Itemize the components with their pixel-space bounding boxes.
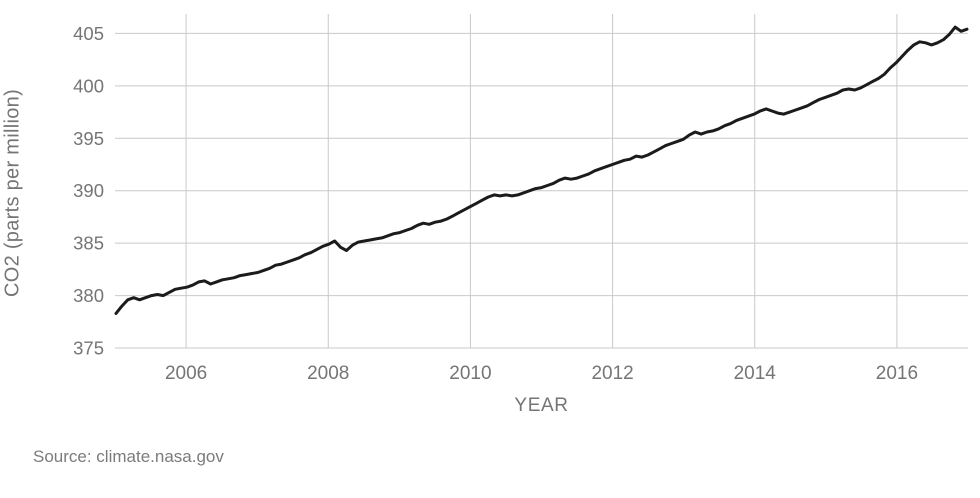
co2-trend-line	[114, 25, 969, 315]
y-tick-label: 400	[73, 75, 104, 96]
x-tick-label: 2006	[165, 363, 207, 384]
x-axis-title: YEAR	[514, 395, 569, 416]
x-tick-label: 2008	[307, 363, 349, 384]
x-tick-label: 2012	[591, 363, 633, 384]
y-tick-label: 375	[73, 338, 104, 359]
y-tick-label: 380	[73, 285, 104, 306]
x-tick-label: 2014	[734, 363, 777, 384]
source-caption: Source: climate.nasa.gov	[33, 447, 224, 466]
y-tick-label: 395	[73, 128, 104, 149]
y-tick-label: 405	[73, 23, 104, 44]
y-axis-title: CO2 (parts per million)	[1, 88, 24, 298]
x-tick-label: 2010	[449, 363, 491, 384]
y-tick-label: 390	[73, 180, 104, 201]
x-tick-label: 2016	[876, 363, 918, 384]
y-tick-label: 385	[73, 233, 104, 254]
plot-area: 375 380 385 390 395 400 405 2006 2008 2010 2012 201…	[73, 14, 969, 384]
